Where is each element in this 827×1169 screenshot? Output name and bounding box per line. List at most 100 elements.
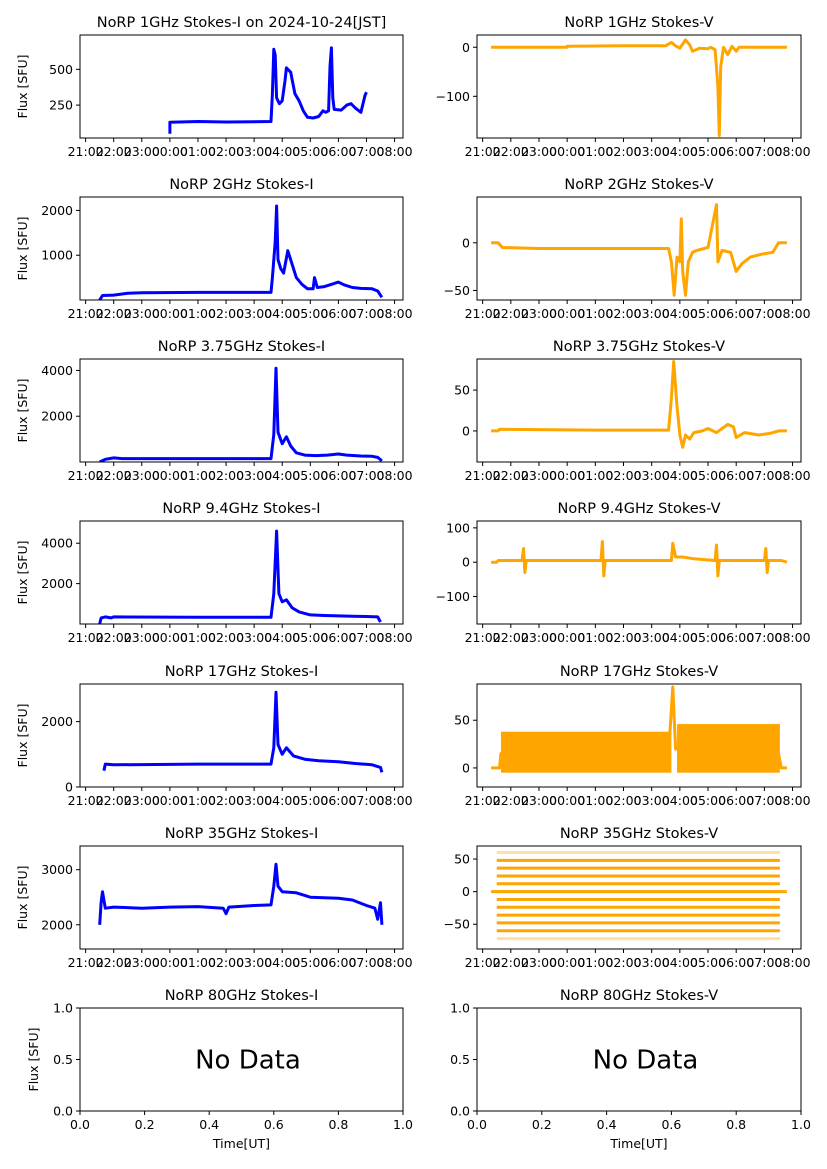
x-tick-label: 02:00 [208, 144, 244, 159]
y-axis-label: Flux [SFU] [15, 55, 30, 119]
x-tick-label: 03:00 [236, 468, 272, 483]
panel-80ghz-stokes-v: NoRP 80GHz Stokes-V No Data 0.0 0.5 1.0 0.0 0.… [450, 988, 811, 1151]
panel-title: NoRP 1GHz Stokes-V [564, 15, 713, 31]
x-tick-label: 03:00 [634, 144, 670, 159]
x-tick-label: 22:00 [493, 144, 529, 159]
x-tick-label: 07:00 [746, 630, 782, 645]
y-tick-label: 500 [49, 62, 73, 77]
y-tick-label: 1.0 [53, 1001, 73, 1016]
x-tick-label: 02:00 [208, 306, 244, 321]
x-tick-label: 06:00 [718, 793, 754, 808]
axes-frame [476, 34, 802, 139]
x-tick-label: 05:00 [690, 793, 726, 808]
x-tick-label: 21:00 [68, 630, 104, 645]
panel-1ghz-stokes-v: NoRP 1GHz Stokes-V −100 0 21:0022:0023:0000… [436, 15, 811, 159]
x-tick-label: 08:00 [775, 144, 811, 159]
x-tick-label: 01:00 [577, 955, 613, 970]
x-tick-label: 04:00 [264, 468, 300, 483]
x-tick-label: 22:00 [96, 144, 132, 159]
x-tick-label: 02:00 [605, 955, 641, 970]
panel-title: NoRP 17GHz Stokes-I [165, 664, 319, 680]
x-tick-label: 04:00 [662, 793, 698, 808]
x-tick-label: 02:00 [605, 306, 641, 321]
panel-80ghz-stokes-i: NoRP 80GHz Stokes-I No Data 0.0 0.5 1.0 0.0 0.… [26, 988, 413, 1151]
x-tick-label: 23:00 [124, 306, 160, 321]
x-tick-label: 08:00 [775, 793, 811, 808]
x-tick-label: 04:00 [264, 630, 300, 645]
x-tick-label: 05:00 [292, 630, 328, 645]
plot-area [102, 690, 384, 773]
panel-title: NoRP 2GHz Stokes-I [169, 177, 313, 193]
y-tick-label: 0 [462, 235, 470, 250]
x-tick-label: 01:00 [577, 793, 613, 808]
y-tick-label: 4000 [41, 536, 73, 551]
x-tick-label: 22:00 [493, 955, 529, 970]
x-tick-label: 07:00 [348, 955, 384, 970]
plot-area [99, 366, 383, 462]
x-tick-label: 1.0 [393, 1117, 413, 1132]
x-tick-label: 03:00 [634, 306, 670, 321]
x-tick-label: 01:00 [577, 306, 613, 321]
y-tick-label: −50 [444, 283, 470, 298]
y-tick-label: −100 [436, 89, 470, 104]
x-tick-label: 05:00 [690, 955, 726, 970]
x-tick-label: 03:00 [236, 144, 272, 159]
x-tick-label: 22:00 [96, 468, 132, 483]
panel-title: NoRP 1GHz Stokes-I on 2024-10-24[JST] [97, 15, 387, 31]
x-tick-label: 00:00 [152, 144, 188, 159]
x-tick-label: 05:00 [690, 144, 726, 159]
x-tick-label: 08:00 [775, 630, 811, 645]
x-tick-label: 04:00 [264, 144, 300, 159]
x-tick-label: 01:00 [180, 306, 216, 321]
panel-title: NoRP 80GHz Stokes-V [560, 988, 718, 1004]
x-tick-label: 23:00 [124, 955, 160, 970]
x-tick-label: 03:00 [634, 468, 670, 483]
series-line [491, 38, 787, 137]
y-axis-label: Flux [SFU] [26, 1028, 41, 1092]
x-tick-label: 08:00 [775, 468, 811, 483]
x-tick-label: 0.8 [328, 1117, 348, 1132]
scatter-band [677, 724, 780, 773]
x-tick-label: 07:00 [746, 306, 782, 321]
x-tick-label: 05:00 [292, 955, 328, 970]
x-tick-label: 23:00 [521, 144, 557, 159]
x-tick-label: 0.6 [661, 1117, 681, 1132]
axes-frame [79, 520, 404, 625]
x-tick-label: 22:00 [96, 955, 132, 970]
y-tick-label: −100 [436, 589, 470, 604]
x-tick-label: 22:00 [96, 793, 132, 808]
x-tick-label: 00:00 [549, 630, 585, 645]
y-tick-label: 0 [462, 555, 470, 570]
x-tick-label: 04:00 [662, 144, 698, 159]
y-tick-label: 0 [462, 884, 470, 899]
x-tick-label: 06:00 [718, 630, 754, 645]
panel-17ghz-stokes-v: NoRP 17GHz Stokes-V 0 50 21:0022:0023:0000:… [454, 664, 811, 808]
x-tick-label: 03:00 [634, 630, 670, 645]
x-tick-label: 06:00 [320, 144, 356, 159]
y-tick-label: 3000 [41, 862, 73, 877]
y-tick-label: 2000 [41, 714, 73, 729]
panel-title: NoRP 3.75GHz Stokes-I [158, 339, 325, 355]
x-tick-label: 07:00 [348, 306, 384, 321]
x-tick-label: 07:00 [746, 955, 782, 970]
y-tick-label: 2000 [41, 917, 73, 932]
plot-area [98, 204, 384, 300]
panel-35ghz-stokes-i: NoRP 35GHz Stokes-I 2000 3000 21:0022:0023:… [15, 826, 413, 970]
axes-frame [476, 196, 802, 301]
x-tick-label: 05:00 [292, 468, 328, 483]
x-tick-label: 04:00 [662, 955, 698, 970]
x-tick-label: 02:00 [208, 468, 244, 483]
x-tick-label: 02:00 [605, 468, 641, 483]
x-tick-label: 08:00 [775, 306, 811, 321]
x-tick-label: 00:00 [152, 955, 188, 970]
x-tick-label: 08:00 [377, 306, 413, 321]
x-tick-label: 08:00 [377, 468, 413, 483]
axes-frame [79, 196, 404, 301]
x-tick-label: 0.4 [597, 1117, 617, 1132]
plot-area [491, 685, 787, 773]
x-tick-label: 06:00 [320, 955, 356, 970]
x-tick-label: 23:00 [124, 468, 160, 483]
x-tick-label: 01:00 [180, 144, 216, 159]
plot-area [98, 862, 384, 925]
